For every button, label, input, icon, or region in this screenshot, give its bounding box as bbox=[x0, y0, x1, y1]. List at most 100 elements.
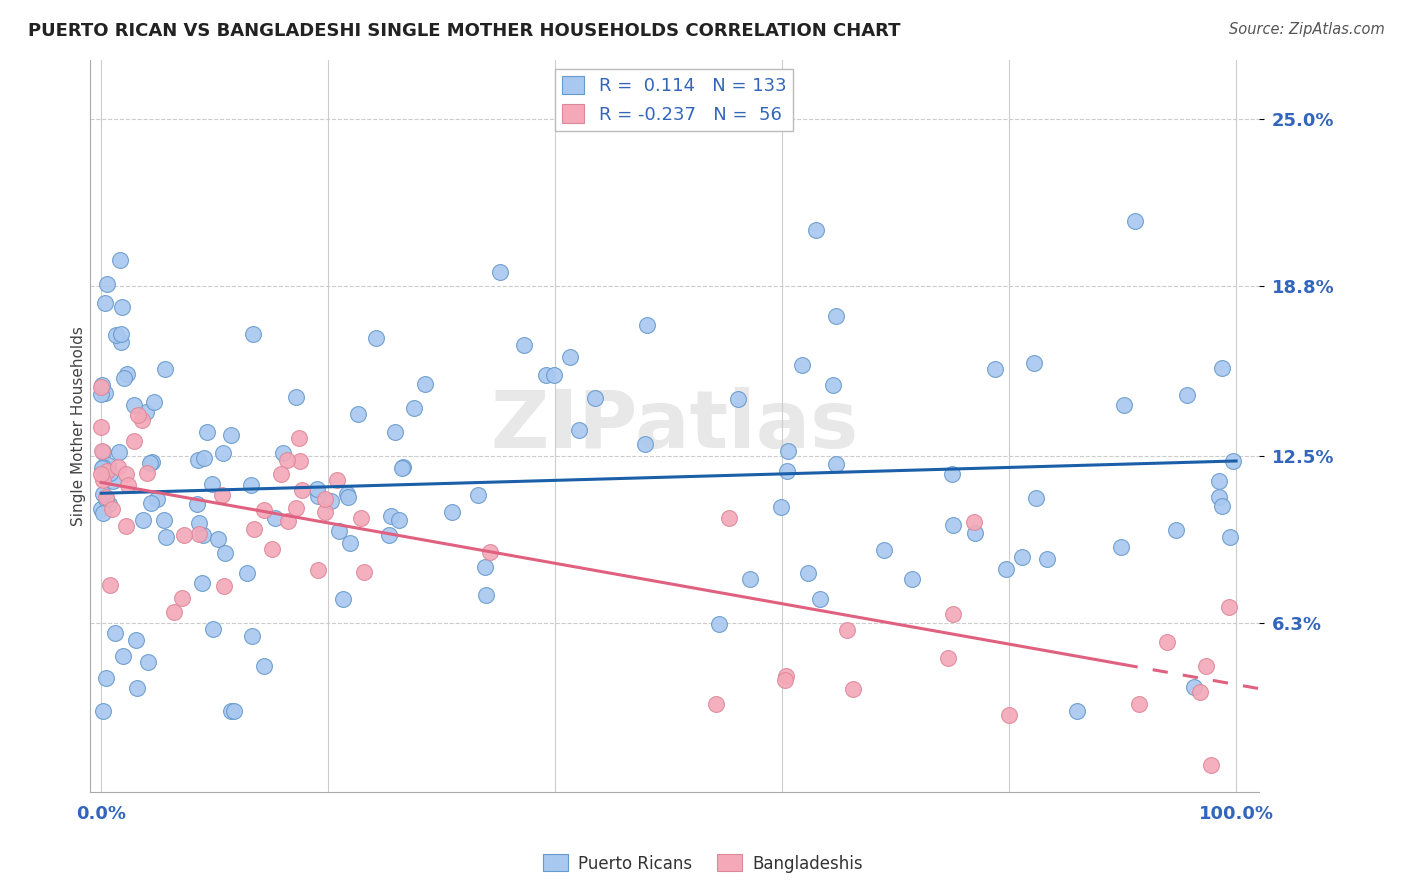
Point bbox=[94, 672, 117, 686]
Point bbox=[1166, 523, 1188, 537]
Point bbox=[173, 527, 195, 541]
Point bbox=[219, 705, 242, 719]
Point bbox=[347, 407, 370, 421]
Point bbox=[207, 532, 229, 546]
Point bbox=[288, 454, 311, 468]
Point bbox=[475, 588, 498, 602]
Point bbox=[90, 461, 112, 475]
Point bbox=[195, 425, 218, 439]
Point bbox=[288, 431, 311, 445]
Point bbox=[100, 466, 122, 480]
Point bbox=[141, 496, 163, 510]
Point bbox=[112, 370, 135, 384]
Point bbox=[270, 467, 292, 481]
Point bbox=[163, 605, 186, 619]
Point bbox=[384, 425, 406, 440]
Point bbox=[1109, 540, 1132, 554]
Point bbox=[1218, 599, 1240, 614]
Point bbox=[110, 326, 132, 341]
Point bbox=[219, 427, 242, 442]
Point bbox=[101, 474, 124, 488]
Point bbox=[115, 519, 138, 533]
Point bbox=[808, 591, 831, 606]
Point bbox=[307, 489, 329, 503]
Point bbox=[107, 444, 129, 458]
Point bbox=[1036, 552, 1059, 566]
Point bbox=[307, 563, 329, 577]
Point bbox=[1219, 529, 1241, 543]
Point bbox=[328, 524, 350, 538]
Point bbox=[305, 482, 328, 496]
Point bbox=[583, 391, 606, 405]
Point bbox=[998, 708, 1021, 723]
Point bbox=[332, 591, 354, 606]
Point bbox=[339, 536, 361, 550]
Point bbox=[242, 326, 264, 341]
Point bbox=[212, 579, 235, 593]
Point bbox=[240, 477, 263, 491]
Point bbox=[825, 457, 848, 471]
Point bbox=[91, 459, 114, 474]
Text: PUERTO RICAN VS BANGLADESHI SINGLE MOTHER HOUSEHOLDS CORRELATION CHART: PUERTO RICAN VS BANGLADESHI SINGLE MOTHE… bbox=[28, 22, 901, 40]
Point bbox=[314, 492, 336, 507]
Point bbox=[211, 488, 233, 502]
Point bbox=[336, 487, 359, 501]
Point bbox=[474, 560, 496, 574]
Point bbox=[872, 543, 894, 558]
Legend: R =  0.114   N = 133, R = -0.237   N =  56: R = 0.114 N = 133, R = -0.237 N = 56 bbox=[555, 69, 793, 131]
Point bbox=[93, 295, 115, 310]
Point bbox=[776, 464, 799, 478]
Point bbox=[90, 380, 112, 394]
Point bbox=[727, 392, 749, 406]
Point bbox=[963, 515, 986, 529]
Point bbox=[98, 577, 121, 591]
Point bbox=[127, 409, 149, 423]
Point bbox=[1175, 388, 1198, 402]
Point bbox=[142, 395, 165, 409]
Point bbox=[253, 503, 276, 517]
Point bbox=[253, 658, 276, 673]
Point bbox=[1182, 680, 1205, 694]
Point bbox=[796, 566, 818, 580]
Point bbox=[132, 513, 155, 527]
Point bbox=[138, 456, 160, 470]
Point bbox=[188, 516, 211, 530]
Point bbox=[135, 467, 157, 481]
Point bbox=[776, 444, 799, 458]
Point bbox=[201, 622, 224, 636]
Point bbox=[187, 452, 209, 467]
Point bbox=[380, 509, 402, 524]
Point bbox=[291, 483, 314, 498]
Point bbox=[942, 607, 965, 622]
Point bbox=[704, 698, 727, 712]
Point bbox=[97, 458, 120, 472]
Point bbox=[1188, 684, 1211, 698]
Point bbox=[717, 510, 740, 524]
Point bbox=[115, 467, 138, 482]
Point bbox=[131, 413, 153, 427]
Point bbox=[155, 530, 177, 544]
Point bbox=[842, 682, 865, 697]
Point bbox=[821, 378, 844, 392]
Point bbox=[93, 386, 115, 401]
Point bbox=[193, 451, 215, 466]
Point bbox=[378, 528, 401, 542]
Point bbox=[214, 546, 236, 560]
Point bbox=[350, 511, 373, 525]
Point bbox=[942, 518, 965, 533]
Point bbox=[188, 527, 211, 541]
Point bbox=[994, 561, 1017, 575]
Point bbox=[402, 401, 425, 416]
Point bbox=[124, 632, 146, 647]
Point bbox=[1025, 491, 1047, 506]
Point bbox=[773, 673, 796, 687]
Point bbox=[488, 264, 510, 278]
Point bbox=[101, 501, 124, 516]
Point bbox=[141, 454, 163, 468]
Point bbox=[91, 473, 114, 487]
Point bbox=[1195, 659, 1218, 673]
Point bbox=[1208, 474, 1230, 488]
Point bbox=[107, 460, 129, 475]
Point bbox=[1114, 398, 1136, 412]
Point bbox=[90, 467, 112, 481]
